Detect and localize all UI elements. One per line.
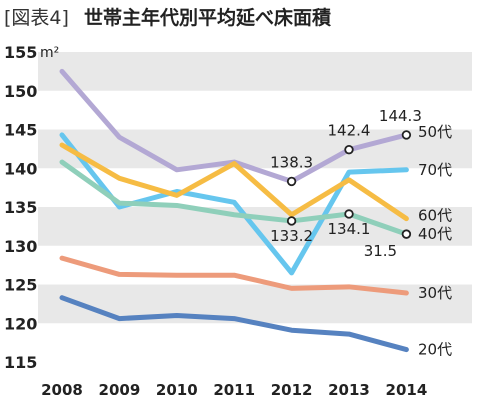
data-label: 133.2 (270, 227, 313, 245)
data-label: 134.1 (328, 220, 371, 238)
y-tick-label: 140 (4, 159, 37, 178)
x-axis-ticks: 2008 2009 2010 2011 2012 2013 2014 (41, 381, 427, 399)
y-tick-label: 115 (4, 353, 37, 372)
series-line-70代 (59, 132, 409, 276)
data-label: 144.3 (379, 107, 422, 125)
x-tick-label: 2011 (213, 381, 255, 399)
series-label-40代: 40代 (418, 225, 452, 243)
y-axis-ticks: 115 120 125 130 135 140 145 150 155 (4, 43, 37, 372)
data-label: 142.4 (328, 122, 371, 140)
chart-title: 世帯主年代別平均延べ床面積 (84, 6, 331, 29)
series-label-70代: 70代 (418, 161, 452, 179)
y-axis-unit: m² (40, 45, 59, 61)
figure-label: [図表4] (4, 7, 69, 29)
y-tick-label: 125 (4, 276, 37, 295)
x-tick-label: 2010 (156, 381, 198, 399)
series-line-20代 (59, 295, 409, 353)
x-tick-label: 2012 (271, 381, 313, 399)
series-label-60代: 60代 (418, 207, 452, 225)
series-label-50代: 50代 (418, 123, 452, 141)
data-marker (401, 229, 412, 239)
series-label-20代: 20代 (418, 341, 452, 359)
data-marker (344, 144, 354, 155)
y-tick-label: 150 (4, 82, 37, 101)
y-tick-label: 145 (4, 121, 37, 140)
grid-band (38, 284, 472, 324)
data-marker (401, 130, 412, 140)
y-tick-label: 130 (4, 237, 37, 256)
data-label: 31.5 (364, 242, 397, 260)
series-line-30代 (59, 255, 409, 296)
x-tick-label: 2013 (328, 381, 370, 399)
x-tick-label: 2014 (386, 381, 428, 399)
grid-band (38, 52, 472, 91)
data-label: 138.3 (270, 153, 313, 171)
data-marker (344, 209, 354, 219)
x-tick-label: 2008 (41, 381, 83, 399)
x-tick-label: 2009 (99, 381, 141, 399)
y-tick-label: 120 (4, 314, 37, 333)
series-line-60代 (59, 142, 409, 222)
data-marker (286, 176, 297, 187)
data-labels: 138.3 142.4 144.3 133.2 134.1 31.5 (270, 107, 422, 260)
series-label-30代: 30代 (418, 284, 452, 302)
data-markers (286, 130, 412, 239)
y-tick-label: 155 (4, 43, 37, 62)
y-tick-label: 135 (4, 198, 37, 217)
data-marker (286, 216, 297, 226)
